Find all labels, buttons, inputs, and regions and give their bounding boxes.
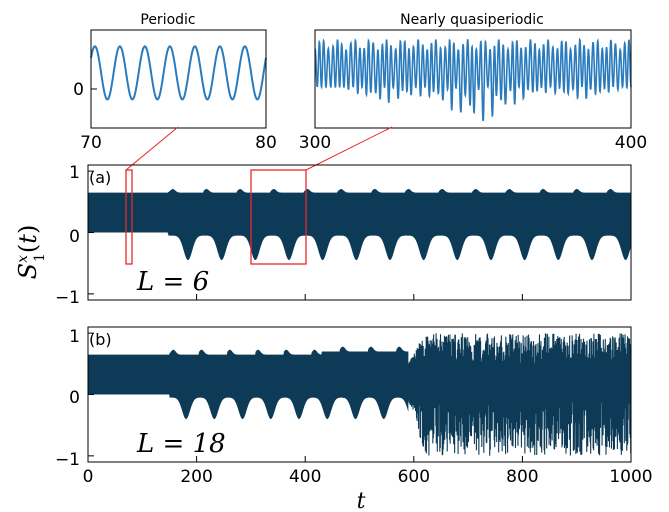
inset-periodic-xtick-label-1: 80 <box>255 133 277 153</box>
panel-a-ytick-label-2: −1 <box>55 288 80 308</box>
panel-a-annotation: L = 6 <box>136 267 209 297</box>
zoom-box-periodic <box>125 169 133 265</box>
inset-periodic-frame <box>90 29 267 129</box>
panel-b-xtick-label-4: 800 <box>506 467 538 487</box>
panel-b-xtick-label-2: 400 <box>289 467 321 487</box>
panel-b-series <box>88 333 632 456</box>
panel-a: (a) L = 6 1 0 −1 <box>55 163 632 308</box>
panel-a-series <box>88 188 631 261</box>
panel-b-xtick-label-1: 200 <box>180 467 212 487</box>
panel-b-chaotic-line <box>407 333 632 456</box>
inset-periodic-xtick-label-0: 70 <box>80 133 102 153</box>
connector-line-periodic <box>125 126 179 171</box>
panel-a-ytick-label-1: 0 <box>69 227 80 247</box>
connector-line-quasi <box>305 126 393 171</box>
inset-quasi-title: Nearly quasiperiodic <box>400 12 544 28</box>
panel-a-band <box>88 188 631 261</box>
panel-a-ticks <box>87 170 632 300</box>
panel-b-ytick-label-1: 0 <box>69 388 80 408</box>
svg-text:Sx1(t): Sx1(t) <box>14 225 48 280</box>
panel-b-ticks <box>87 332 632 462</box>
inset-quasi-frame <box>314 29 632 129</box>
inset-periodic-line <box>90 45 267 101</box>
inset-periodic-ytick-label-0: 0 <box>73 80 84 100</box>
panel-b-tag: (b) <box>89 330 112 349</box>
y-axis-label: Sx1(t) <box>14 225 48 280</box>
inset-quasi-xtick-label-1: 400 <box>615 133 647 153</box>
panel-b-annotation: L = 18 <box>136 429 226 459</box>
inset-quasi-series <box>314 37 632 122</box>
inset-quasiperiodic: Nearly quasiperiodic 300 400 <box>299 12 647 153</box>
panel-b-xtick-label-0: 0 <box>83 467 94 487</box>
panel-b-xtick-label-5: 1000 <box>609 467 652 487</box>
inset-quasi-xtick-label-0: 300 <box>299 133 331 153</box>
x-axis-label: t <box>357 489 366 512</box>
panel-b-ytick-label-2: −1 <box>55 450 80 470</box>
panel-b-xtick-label-3: 600 <box>398 467 430 487</box>
inset-quasi-line <box>314 37 632 122</box>
panel-b: (b) L = 18 1 0 −1 0 200 400 600 800 1000 <box>55 326 653 487</box>
inset-periodic: Periodic 0 70 80 <box>73 12 277 153</box>
inset-periodic-title: Periodic <box>140 12 195 28</box>
inset-periodic-series <box>90 45 267 101</box>
panel-b-ytick-label-0: 1 <box>69 327 80 347</box>
panel-a-tag: (a) <box>89 168 111 187</box>
panel-b-band <box>88 346 409 420</box>
panel-a-ytick-label-0: 1 <box>69 163 80 183</box>
zoom-box-quasi <box>250 169 307 265</box>
